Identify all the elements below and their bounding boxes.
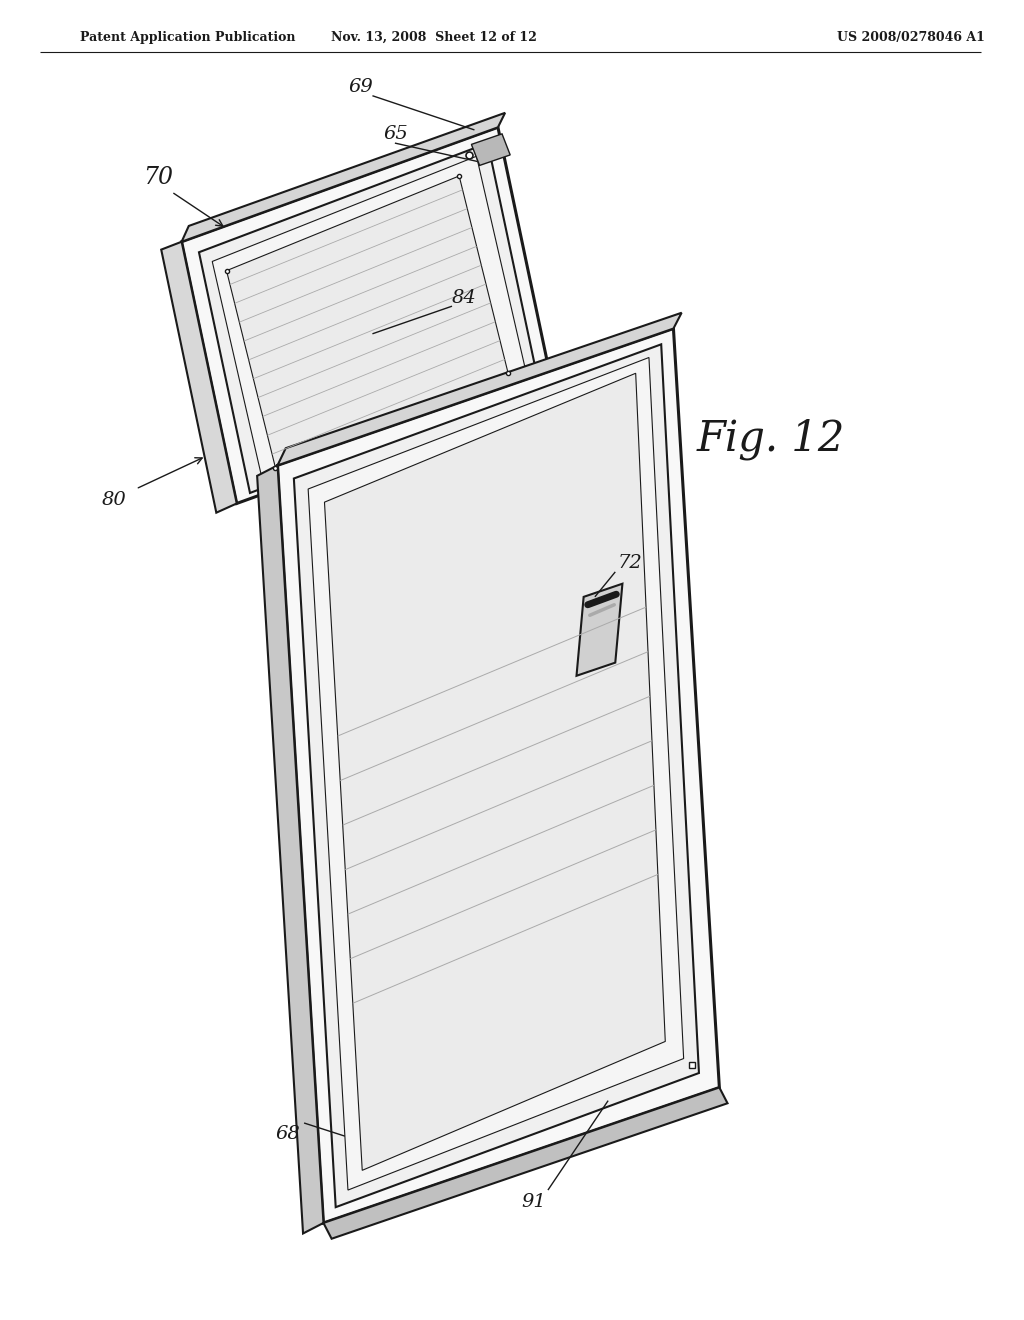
Text: 91: 91 <box>521 1193 546 1210</box>
Polygon shape <box>278 329 719 1222</box>
Text: Nov. 13, 2008  Sheet 12 of 12: Nov. 13, 2008 Sheet 12 of 12 <box>331 30 537 44</box>
Polygon shape <box>325 374 666 1171</box>
Text: 69: 69 <box>349 78 374 95</box>
Polygon shape <box>471 133 510 165</box>
Polygon shape <box>226 176 508 469</box>
Polygon shape <box>181 127 553 503</box>
Text: 84: 84 <box>452 289 476 308</box>
Text: 70: 70 <box>143 166 173 189</box>
Polygon shape <box>199 143 539 492</box>
Text: Fig. 12: Fig. 12 <box>696 418 845 461</box>
Polygon shape <box>212 156 527 483</box>
Polygon shape <box>324 1088 727 1238</box>
Polygon shape <box>278 313 682 466</box>
Polygon shape <box>308 358 684 1191</box>
Polygon shape <box>257 466 324 1233</box>
Polygon shape <box>161 242 237 512</box>
Polygon shape <box>294 345 699 1208</box>
Text: 68: 68 <box>275 1125 300 1143</box>
Text: 65: 65 <box>384 125 409 143</box>
Text: US 2008/0278046 A1: US 2008/0278046 A1 <box>837 30 985 44</box>
Polygon shape <box>577 583 623 676</box>
Text: 80: 80 <box>102 491 127 508</box>
Polygon shape <box>181 112 505 242</box>
Text: 72: 72 <box>617 553 642 572</box>
Text: Patent Application Publication: Patent Application Publication <box>80 30 295 44</box>
